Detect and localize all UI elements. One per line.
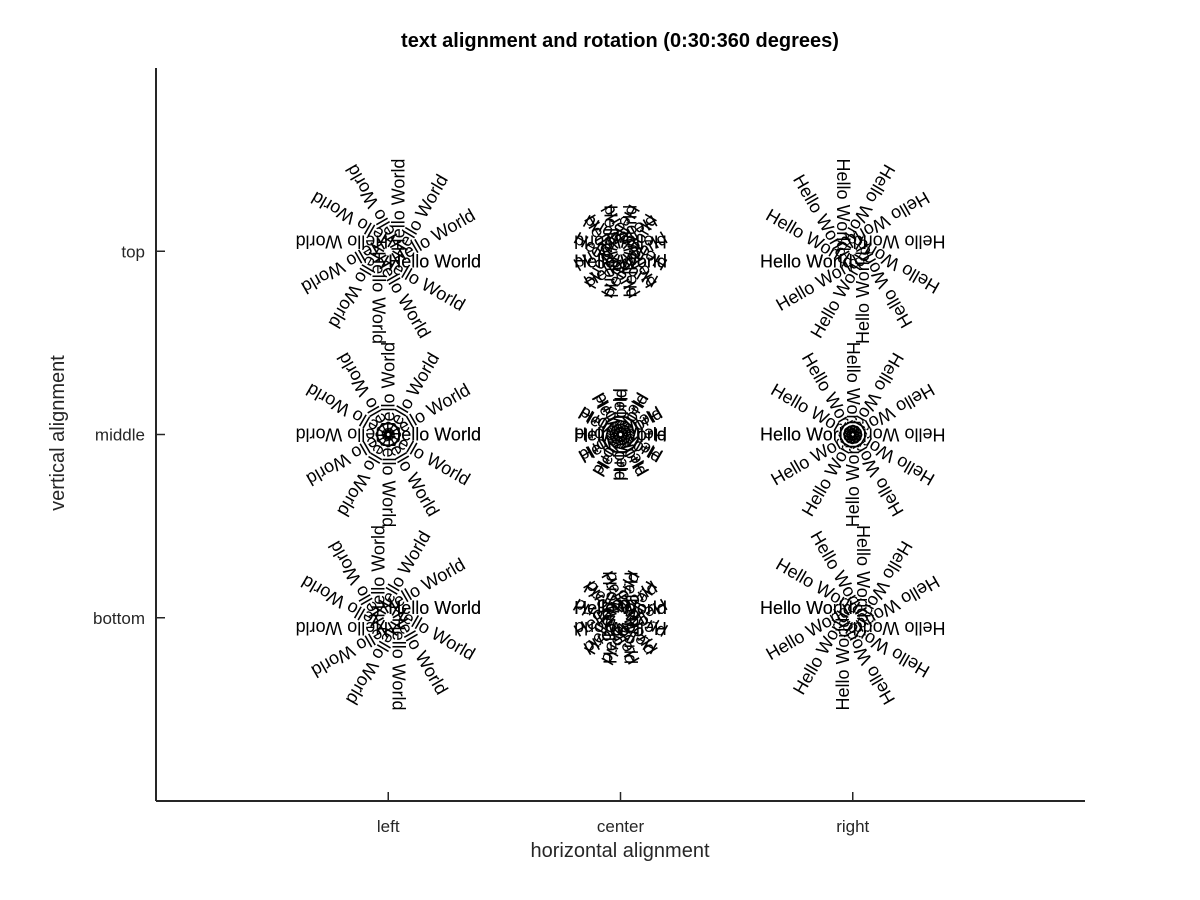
chart-title: text alignment and rotation (0:30:360 de… [401, 30, 839, 52]
hello-world-text: Hello World [368, 525, 388, 618]
hello-world-text: Hello World [296, 618, 389, 638]
x-tick-label: left [377, 817, 400, 836]
hello-world-text: Hello World [611, 388, 631, 481]
hello-world-text: Hello World [843, 435, 863, 528]
hello-world-text: Hello World [388, 598, 481, 618]
hello-world-text: Hello World [296, 425, 389, 445]
hello-world-text: Hello World [574, 598, 667, 618]
axis-ticks: left center right bottom middle top [93, 242, 870, 836]
hello-world-text: Hello World [388, 425, 481, 445]
hello-world-text: Hello World [378, 342, 398, 435]
hello-world-text: Hello World [621, 571, 641, 664]
hello-world-text: Hello World [760, 598, 853, 618]
hello-world-text: Hello World [388, 598, 481, 618]
hello-world-text: Hello World [760, 251, 853, 271]
hello-world-text: Hello World [296, 231, 389, 251]
hello-world-text: Hello World [574, 618, 667, 638]
hello-world-text: Hello World [760, 425, 853, 445]
x-tick-label: right [836, 817, 869, 836]
y-tick-label: bottom [93, 609, 145, 628]
hello-world-text: Hello World [388, 159, 408, 252]
hello-world-text: Hello World [378, 435, 398, 528]
y-tick-label: middle [95, 426, 145, 445]
hello-world-text: Hello World [601, 205, 621, 298]
hello-world-text: Hello World [574, 251, 667, 271]
hello-world-text: Hello World [760, 598, 853, 618]
hello-world-text: Hello World [853, 618, 946, 638]
hello-world-text: Hello World [760, 251, 853, 271]
hello-world-text: Hello World [853, 231, 946, 251]
hello-world-text: Hello World [574, 251, 667, 271]
hello-world-text: Hello World [574, 425, 667, 445]
y-axis-label: vertical alignment [47, 355, 69, 511]
x-tick-label: center [597, 817, 645, 836]
hello-world-text: Hello World [574, 425, 667, 445]
hello-world-text: Hello World [574, 425, 667, 445]
x-axis-label: horizontal alignment [531, 840, 710, 862]
hello-world-text: Hello World [833, 159, 853, 252]
hello-world-text: Hello World [611, 388, 631, 481]
y-tick-label: top [121, 242, 145, 261]
hello-world-text: Hello World [388, 251, 481, 271]
hello-world-text: Hello World [621, 205, 641, 298]
hello-world-text: Hello World [853, 525, 873, 618]
hello-world-text: Hello World [833, 618, 853, 711]
hello-world-text: Hello World [574, 231, 667, 251]
hello-world-text: Hello World [760, 425, 853, 445]
hello-world-text: Hello World [368, 251, 388, 344]
hello-world-text: Hello World [388, 251, 481, 271]
hello-world-text: Hello World [853, 425, 946, 445]
hello-world-text: Hello World [388, 425, 481, 445]
hello-world-text: Hello World [388, 618, 408, 711]
hello-world-text: Hello World [601, 571, 621, 664]
hello-world-text: Hello World [574, 598, 667, 618]
hello-world-text: Hello World [853, 251, 873, 344]
hello-world-text: Hello World [843, 342, 863, 435]
